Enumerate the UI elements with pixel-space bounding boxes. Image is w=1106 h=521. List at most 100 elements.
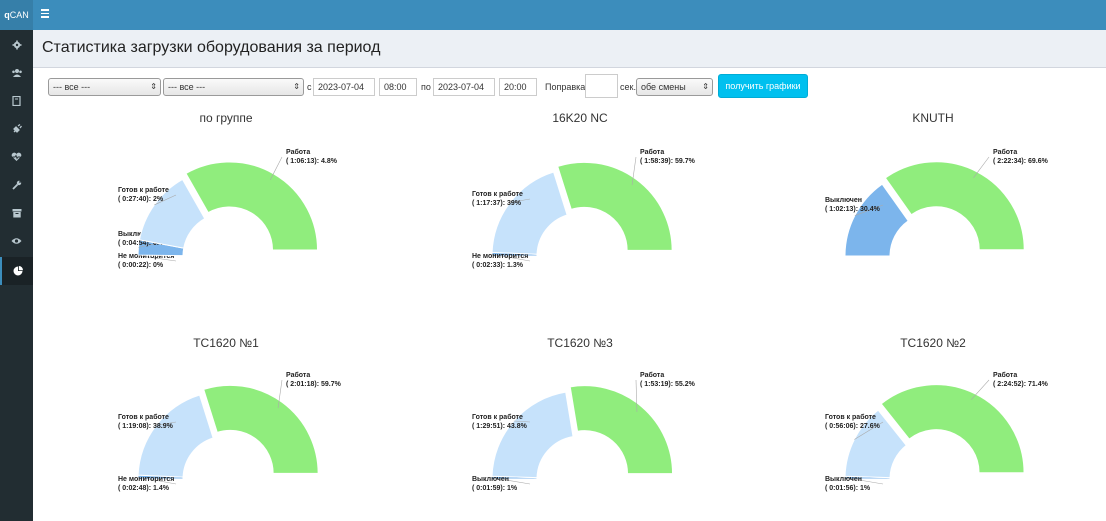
slice-value-label: ( 0:00:22): 0%	[118, 262, 164, 269]
label-connector	[970, 379, 990, 400]
slice-label: Не мониторится	[118, 253, 174, 260]
label-connector	[491, 253, 531, 262]
correction-input[interactable]	[585, 74, 618, 98]
slice-value-label: ( 0:56:06): 27.6%	[825, 423, 881, 430]
sidebar-item-archive[interactable]	[0, 199, 33, 227]
pie-slice	[185, 161, 319, 251]
seconds-label: сек.	[620, 82, 636, 92]
pie-slice	[569, 385, 674, 475]
slice-label: Выключен	[825, 197, 862, 204]
sidebar-item-users[interactable]	[0, 59, 33, 87]
from-date-input[interactable]: 2023-07-04	[313, 78, 375, 96]
pie-chart: TC1620 №3 Выключен ( 0:01:59): 1% Готов к р…	[472, 336, 696, 492]
pie-chart: 16K20 NC Не мониторится ( 0:02:33): 1.3% Го…	[472, 111, 696, 269]
pie-slice	[844, 409, 907, 479]
pie-slice	[880, 384, 1025, 474]
sidebar-item-view[interactable]	[0, 227, 33, 255]
slice-label: Работа	[640, 371, 664, 379]
slice-value-label: ( 0:04:54): 0.4%	[118, 240, 170, 247]
content-header: Статистика загрузки оборудования за пери…	[33, 30, 1106, 68]
archive-icon	[12, 209, 21, 218]
wrench-icon	[11, 180, 21, 190]
pie-chart: TC1620 №2 Выключен ( 0:01:56): 1% Готов к р…	[825, 336, 1049, 492]
chart-title: по группе	[199, 111, 252, 125]
brand-logo[interactable]: qCAN	[0, 0, 33, 30]
sidebar-item-tools[interactable]	[0, 171, 33, 199]
slice-label: Работа	[993, 148, 1017, 156]
pie-chart-icon	[13, 266, 23, 276]
slice-value-label: ( 1:53:19): 55.2%	[640, 381, 696, 388]
label-connector	[137, 476, 177, 485]
pie-slice	[491, 391, 574, 479]
slice-label: Работа	[286, 148, 310, 156]
updown-arrow-icon: ⇕	[293, 82, 300, 91]
top-navbar	[33, 0, 1106, 30]
label-connector	[854, 421, 884, 440]
heartbeat-icon	[11, 152, 22, 161]
slice-value-label: ( 0:27:40): 2%	[118, 196, 164, 203]
label-connector	[154, 194, 177, 206]
pie-slice	[884, 161, 1025, 251]
get-charts-button[interactable]: получить графики	[718, 74, 808, 98]
chart-title: 16K20 NC	[552, 111, 608, 125]
group-select[interactable]: --- все --- ⇕	[48, 78, 161, 96]
sidebar-item-settings[interactable]	[0, 31, 33, 59]
filter-bar: --- все --- ⇕ --- все --- ⇕ с 2023-07-04…	[48, 74, 1088, 98]
slice-label: Не мониторится	[118, 476, 174, 483]
label-connector	[510, 198, 531, 203]
label-connector	[844, 477, 884, 485]
gear-icon	[12, 40, 21, 50]
plug-icon	[12, 124, 22, 133]
to-label: по	[421, 82, 431, 92]
slice-value-label: ( 2:24:52): 71.4%	[993, 381, 1049, 388]
page-title: Статистика загрузки оборудования за пери…	[42, 39, 381, 56]
updown-arrow-icon: ⇕	[702, 82, 709, 91]
slice-value-label: ( 2:01:18): 59.7%	[286, 381, 342, 388]
label-connector	[854, 204, 884, 216]
pie-slice	[137, 394, 214, 478]
pie-chart: TC1620 №1 Не мониторится ( 0:02:48): 1.4% Г…	[118, 336, 342, 492]
pie-slice	[138, 178, 206, 249]
correction-label: Поправка	[545, 82, 586, 92]
group-select-value: --- все ---	[53, 82, 91, 92]
updown-arrow-icon: ⇕	[150, 82, 157, 91]
slice-value-label: ( 0:02:48): 1.4%	[118, 485, 170, 492]
pie-slice	[203, 384, 319, 474]
chart-title: TC1620 №2	[900, 336, 966, 350]
sidebar-item-docs[interactable]	[0, 87, 33, 115]
slice-value-label: ( 1:58:39): 59.7%	[640, 158, 696, 165]
sidebar-item-monitoring[interactable]	[0, 143, 33, 171]
slice-value-label: ( 1:06:13): 4.8%	[286, 158, 338, 165]
slice-value-label: ( 1:19:08): 38.9%	[118, 423, 174, 430]
to-date-input[interactable]: 2023-07-04	[433, 78, 495, 96]
from-label: с	[307, 82, 312, 92]
eye-icon	[11, 238, 22, 244]
slice-label: Выключен	[825, 476, 862, 483]
menu-toggle-icon[interactable]	[41, 9, 53, 21]
slice-label: Выключен	[472, 476, 509, 483]
slice-value-label: ( 1:17:37): 39%	[472, 200, 522, 207]
label-connector	[269, 156, 283, 181]
label-connector	[631, 156, 637, 186]
label-connector	[156, 421, 177, 426]
slice-value-label: ( 2:22:34): 69.6%	[993, 158, 1049, 165]
sidebar-item-plug[interactable]	[0, 115, 33, 143]
slice-label: Готов к работе	[825, 413, 876, 421]
shift-select[interactable]: обе смены ⇕	[636, 78, 713, 96]
slice-label: Готов к работе	[118, 186, 169, 194]
book-icon	[12, 96, 21, 106]
chart-title: TC1620 №3	[547, 336, 613, 350]
from-time-input[interactable]: 08:00	[379, 78, 417, 96]
slice-label: Работа	[640, 148, 664, 156]
pie-slice	[844, 183, 909, 257]
charts-area: по группе Не мониторится ( 0:00:22): 0% Вык…	[33, 102, 1106, 521]
charts-svg: по группе Не мониторится ( 0:00:22): 0% Вык…	[118, 111, 1049, 492]
slice-label: Готов к работе	[472, 190, 523, 198]
label-connector	[491, 477, 531, 485]
to-time-input[interactable]: 20:00	[499, 78, 537, 96]
sidebar-item-statistics[interactable]	[0, 257, 33, 285]
machine-select[interactable]: --- все --- ⇕	[163, 78, 304, 96]
label-connector	[635, 379, 638, 412]
slice-label: Выключен	[118, 231, 155, 238]
slice-label: Не мониторится	[472, 253, 528, 260]
